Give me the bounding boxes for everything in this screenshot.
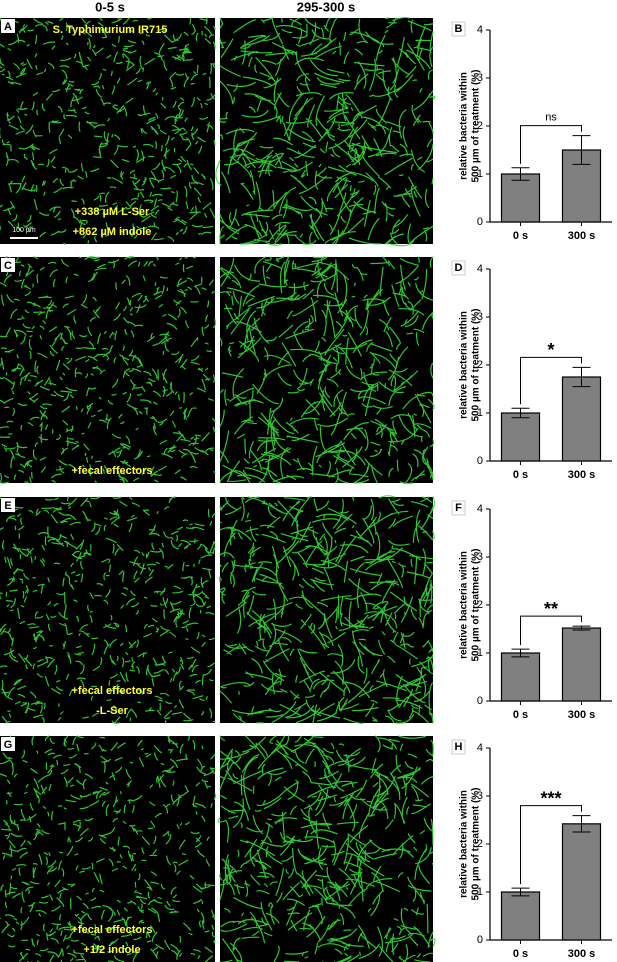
panel-label-box [451, 260, 466, 276]
error-bar [511, 648, 530, 658]
bar [500, 173, 541, 223]
x-tick-label: 0 s [513, 230, 528, 242]
y-axis-label: relative bacteria within [459, 311, 470, 419]
image-annotation: +fecal effectors [71, 465, 152, 477]
x-tick-label: 0 s [513, 709, 528, 721]
panel-label-box [1, 737, 15, 751]
panel-label: F [455, 502, 462, 514]
y-tick-label: 2 [477, 120, 483, 132]
panel-label-box [451, 500, 466, 516]
y-axis-label: relative bacteria within [459, 551, 470, 659]
panel-label: G [4, 739, 13, 751]
x-tick-label: 300 s [568, 948, 596, 960]
y-tick-label: 1 [477, 407, 483, 419]
significance-label: *** [540, 788, 561, 808]
panel-label: H [455, 741, 463, 753]
bar [500, 652, 541, 702]
y-tick-label: 3 [477, 72, 483, 84]
y-tick-label: 1 [477, 647, 483, 659]
x-tick-label: 300 s [568, 469, 596, 481]
bacteria [215, 16, 436, 247]
scale-bar-label: 100 µm [12, 227, 36, 234]
y-tick-label: 1 [477, 168, 483, 180]
bacteria [219, 256, 435, 485]
panel-label: C [4, 260, 12, 272]
microscopy-image [0, 736, 215, 962]
y-tick-label: 4 [477, 503, 483, 515]
significance-bracket [520, 356, 582, 405]
bacteria [217, 735, 436, 962]
significance-bracket [520, 615, 582, 646]
bacteria [0, 496, 216, 725]
y-tick-label: 0 [477, 934, 483, 946]
y-tick-label: 4 [477, 742, 483, 754]
significance-label: * [547, 340, 554, 360]
bacteria [0, 256, 217, 484]
bacteria [0, 17, 216, 245]
y-tick-label: 2 [477, 599, 483, 611]
error-bar [511, 887, 530, 897]
image-annotation: +338 µM L-Ser [75, 206, 150, 218]
y-axis-label: relative bacteria within [459, 790, 470, 898]
y-tick-label: 0 [477, 216, 483, 228]
y-tick-label: 1 [477, 886, 483, 898]
bacteria [218, 495, 436, 724]
image-annotation: +862 µM indole [73, 226, 152, 238]
panel-label-box [1, 498, 15, 512]
image-annotation: S. Typhimurium IR715 [53, 24, 168, 36]
panel-label: A [4, 21, 12, 33]
image-annotation: +1/2 indole [83, 944, 140, 956]
bar [561, 376, 602, 462]
y-axis-label: 500 µm of treatment (%) [471, 787, 482, 900]
panel-label: B [455, 23, 463, 35]
significance-label: ** [544, 599, 558, 619]
y-tick-label: 4 [477, 263, 483, 275]
y-tick-label: 2 [477, 838, 483, 850]
y-tick-label: 3 [477, 551, 483, 563]
panel-label-box [1, 19, 15, 33]
image-annotation: -L-Ser [96, 705, 129, 717]
bar [500, 412, 541, 462]
panel-label-box [451, 21, 466, 37]
panel-label-box [451, 739, 466, 755]
error-bar [572, 625, 591, 631]
bar [561, 627, 602, 702]
y-tick-label: 3 [477, 311, 483, 323]
error-bar [511, 167, 530, 181]
error-bar [511, 407, 530, 419]
x-tick-label: 0 s [513, 948, 528, 960]
y-axis-label: 500 µm of treatment (%) [471, 69, 482, 182]
x-tick-label: 300 s [568, 709, 596, 721]
significance-bracket [520, 805, 582, 885]
bar [561, 823, 602, 941]
y-tick-label: 4 [477, 24, 483, 36]
panel-label: E [4, 500, 11, 512]
y-axis-label: 500 µm of treatment (%) [471, 308, 482, 421]
bar [500, 891, 541, 941]
image-annotation: +fecal effectors [71, 924, 152, 936]
bacteria [0, 735, 217, 962]
y-tick-label: 0 [477, 695, 483, 707]
column-header: 0-5 s [95, 0, 125, 14]
x-tick-label: 0 s [513, 469, 528, 481]
y-tick-label: 3 [477, 790, 483, 802]
image-annotation: +fecal effectors [71, 685, 152, 697]
y-tick-label: 0 [477, 455, 483, 467]
error-bar [572, 135, 591, 165]
error-bar [572, 366, 591, 388]
panel-label-box [1, 258, 15, 272]
significance-label: ns [545, 112, 557, 124]
panel-label: D [455, 262, 463, 274]
error-bar [572, 815, 591, 833]
significance-bracket [520, 125, 582, 164]
x-tick-label: 300 s [568, 230, 596, 242]
y-axis-label: 500 µm of treatment (%) [471, 548, 482, 661]
y-tick-label: 2 [477, 359, 483, 371]
column-header: 295-300 s [297, 0, 356, 14]
y-axis-label: relative bacteria within [459, 72, 470, 180]
